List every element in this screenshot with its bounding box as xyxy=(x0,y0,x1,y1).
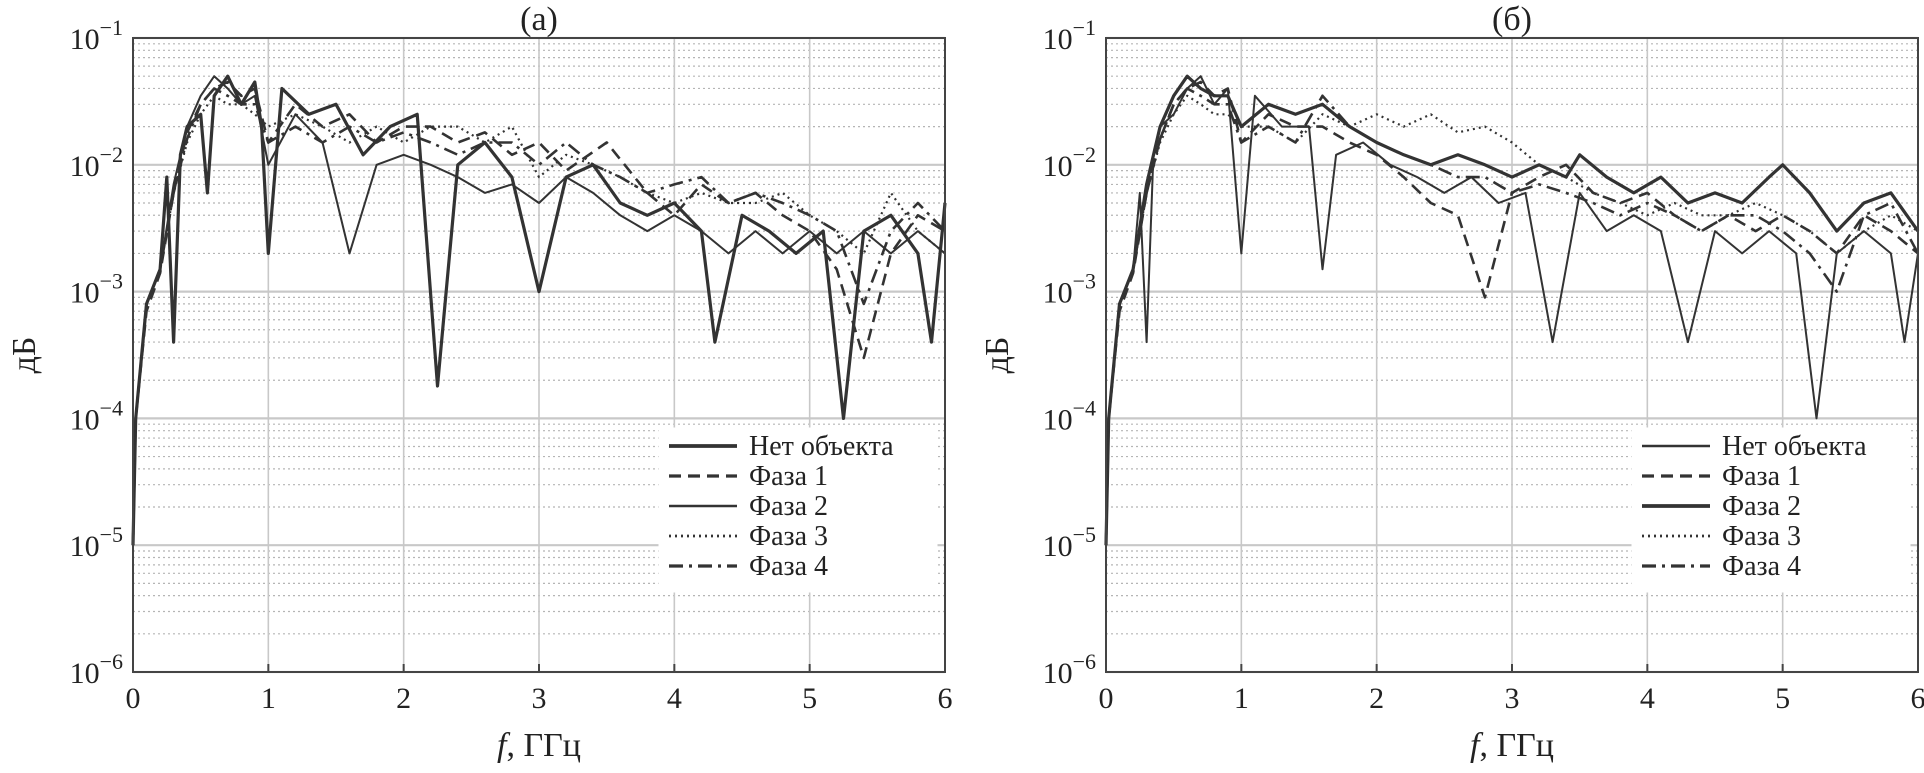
y-tick-base: 10 xyxy=(1043,403,1073,436)
y-tick-exponent: −3 xyxy=(1073,269,1096,294)
y-tick-base: 10 xyxy=(1043,277,1073,310)
x-tick-label: 5 xyxy=(802,682,817,715)
series-line-4 xyxy=(1104,94,1919,546)
legend-label: Нет объекта xyxy=(749,431,894,462)
y-tick-base: 10 xyxy=(1043,530,1073,563)
x-tick-label: 1 xyxy=(261,682,276,715)
x-tick-label: 2 xyxy=(396,682,411,715)
y-tick-base: 10 xyxy=(70,23,100,56)
legend-label: Фаза 4 xyxy=(1722,551,1801,582)
x-tick-label: 0 xyxy=(126,682,141,715)
y-tick-label: 10−3 xyxy=(1043,269,1096,310)
x-axis-label: f, ГГц xyxy=(1470,727,1554,764)
y-tick-base: 10 xyxy=(70,277,100,310)
y-tick-exponent: −1 xyxy=(100,15,123,40)
x-axis-unit: , ГГц xyxy=(506,727,581,764)
y-tick-base: 10 xyxy=(1043,657,1073,690)
x-tick-label: 5 xyxy=(1775,682,1790,715)
legend-label: Фаза 4 xyxy=(749,551,828,582)
y-tick-label: 10−4 xyxy=(1043,395,1096,436)
x-tick-label: 4 xyxy=(1640,682,1655,715)
y-tick-label: 10−5 xyxy=(1043,522,1096,563)
y-tick-exponent: −5 xyxy=(1073,522,1096,547)
legend-label: Фаза 2 xyxy=(1722,491,1801,522)
x-axis-label: f, ГГц xyxy=(497,727,581,764)
panel-title: (а) xyxy=(520,1,558,38)
y-tick-label: 10−5 xyxy=(70,522,123,563)
legend-label: Нет объекта xyxy=(1722,431,1867,462)
x-tick-label: 2 xyxy=(1369,682,1384,715)
y-tick-base: 10 xyxy=(1043,23,1073,56)
x-axis-unit: , ГГц xyxy=(1479,727,1554,764)
y-tick-label: 10−6 xyxy=(1043,649,1096,690)
legend-label: Фаза 1 xyxy=(749,461,828,492)
y-tick-base: 10 xyxy=(70,657,100,690)
legend-label: Фаза 1 xyxy=(1722,461,1801,492)
panel-a-chart: 0 1 2 3 4 5 610−610−510−410−310−210−1 (а)f, ГГц… xyxy=(6,1,953,764)
y-tick-base: 10 xyxy=(70,530,100,563)
y-axis-label: дБ xyxy=(6,337,43,374)
y-axis-label: дБ xyxy=(979,337,1016,374)
y-tick-base: 10 xyxy=(70,403,100,436)
y-tick-base: 10 xyxy=(70,150,100,183)
series-line-5 xyxy=(131,87,946,546)
x-tick-label: 4 xyxy=(667,682,682,715)
x-tick-label: 3 xyxy=(1505,682,1520,715)
y-tick-exponent: −4 xyxy=(100,395,123,420)
legend-label: Фаза 3 xyxy=(749,521,828,552)
y-tick-exponent: −4 xyxy=(1073,395,1096,420)
x-tick-label: 1 xyxy=(1234,682,1249,715)
series-line-5 xyxy=(1104,87,1920,546)
series-line-3 xyxy=(1104,74,1920,546)
y-tick-base: 10 xyxy=(1043,150,1073,183)
series-line-2 xyxy=(1104,80,1919,546)
x-tick-label: 6 xyxy=(938,682,953,715)
y-tick-exponent: −5 xyxy=(100,522,123,547)
x-tick-label: 0 xyxy=(1099,682,1114,715)
y-tick-exponent: −2 xyxy=(1073,142,1096,167)
y-tick-label: 10−3 xyxy=(70,269,123,310)
series-line-1 xyxy=(131,74,947,546)
panel-b-chart: 0 1 2 3 4 5 610−610−510−410−310−210−1 (б)f, ГГц… xyxy=(979,1,1924,764)
y-tick-label: 10−4 xyxy=(70,395,123,436)
y-tick-label: 10−1 xyxy=(70,15,123,56)
panel-title: (б) xyxy=(1492,1,1532,38)
y-tick-exponent: −2 xyxy=(100,142,123,167)
y-tick-exponent: −3 xyxy=(100,269,123,294)
x-tick-label: 6 xyxy=(1911,682,1924,715)
y-tick-exponent: −1 xyxy=(1073,15,1096,40)
y-tick-label: 10−2 xyxy=(1043,142,1096,183)
y-tick-label: 10−1 xyxy=(1043,15,1096,56)
legend-label: Фаза 2 xyxy=(749,491,828,522)
series-line-3 xyxy=(132,75,946,546)
series-line-4 xyxy=(131,94,946,546)
y-tick-exponent: −6 xyxy=(1073,649,1096,674)
y-tick-label: 10−6 xyxy=(70,649,123,690)
y-tick-exponent: −6 xyxy=(100,649,123,674)
legend-label: Фаза 3 xyxy=(1722,521,1801,552)
y-tick-label: 10−2 xyxy=(70,142,123,183)
x-tick-label: 3 xyxy=(532,682,547,715)
